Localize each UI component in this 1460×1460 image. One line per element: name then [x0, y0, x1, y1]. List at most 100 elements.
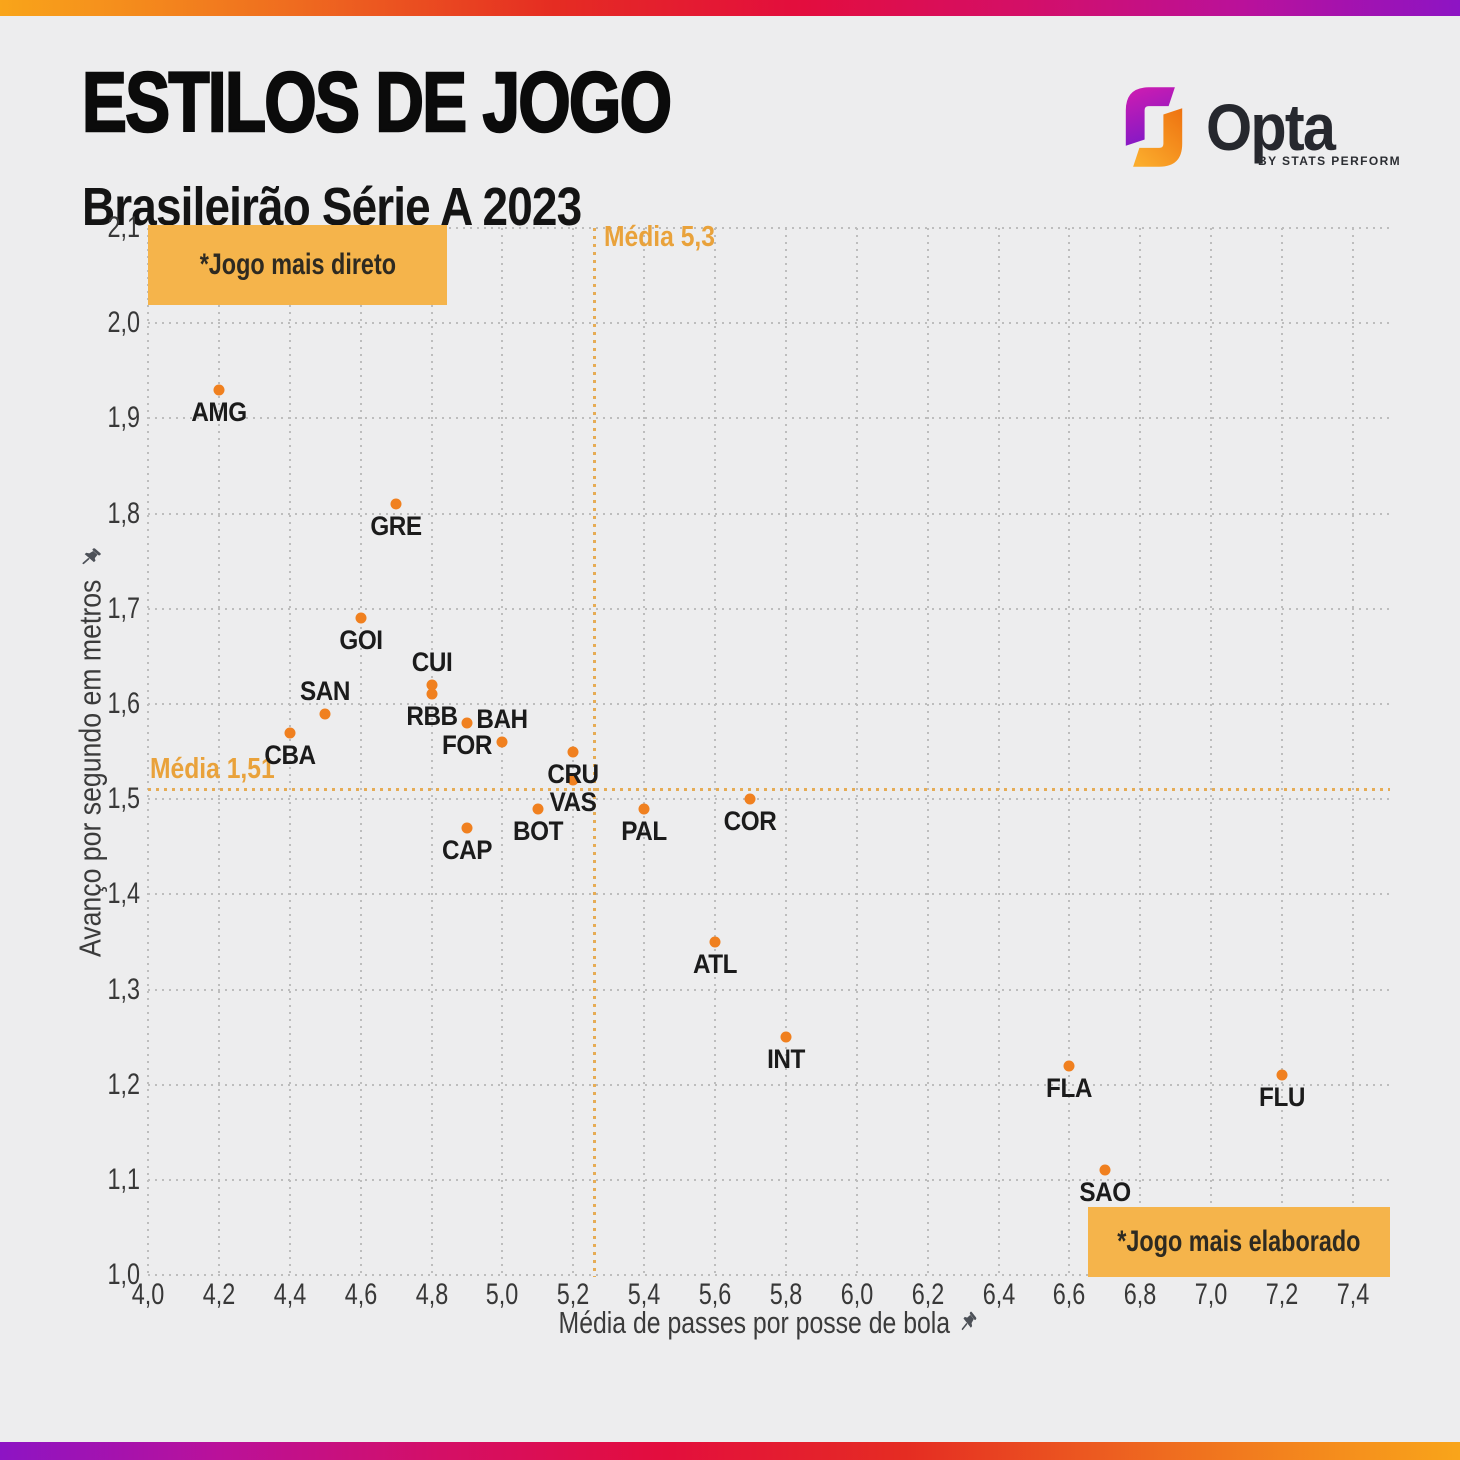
y-tick-label: 1,4 — [107, 877, 140, 911]
annotation-direct-label: *Jogo mais direto — [199, 248, 396, 281]
top-gradient-bar — [0, 0, 1460, 16]
y-tick-label: 1,5 — [107, 782, 140, 816]
x-tick-label: 5,8 — [769, 1278, 803, 1311]
data-point-pal — [638, 803, 650, 815]
y-tick-label: 1,6 — [107, 687, 140, 720]
x-tick-label: 5,4 — [627, 1278, 661, 1311]
horizontal-gridline — [148, 988, 1390, 991]
x-tick-label: 7,4 — [1336, 1278, 1370, 1311]
data-point-cap — [461, 822, 473, 834]
x-tick-label: 5,6 — [698, 1278, 732, 1311]
horizontal-gridline — [148, 512, 1390, 515]
data-point-label-cor: COR — [724, 806, 777, 837]
data-point-fla — [1063, 1060, 1075, 1072]
x-axis-title: Média de passes por posse de bola — [148, 1307, 1390, 1338]
data-point-label-pal: PAL — [621, 815, 667, 846]
data-point-bot — [532, 803, 544, 815]
data-point-cba — [284, 727, 296, 739]
data-point-label-amg: AMG — [191, 396, 247, 427]
data-point-label-san: SAN — [300, 675, 351, 706]
y-tick-label: 1,1 — [107, 1163, 140, 1196]
y-tick-label: 2,0 — [107, 306, 140, 340]
y-tick-label: 1,2 — [107, 1067, 140, 1101]
x-tick-label: 5,0 — [486, 1278, 519, 1311]
vertical-gridline — [1139, 228, 1142, 1277]
data-point-label-cui: CUI — [411, 646, 452, 677]
x-tick-label: 6,2 — [911, 1278, 944, 1311]
data-point-goi — [355, 612, 367, 624]
y-tick-label: 1,7 — [107, 591, 140, 625]
data-point-label-sao: SAO — [1079, 1177, 1131, 1208]
vertical-gridline — [1210, 228, 1213, 1277]
horizontal-gridline — [148, 1274, 1390, 1277]
data-point-sao — [1099, 1164, 1111, 1176]
data-point-label-cba: CBA — [264, 739, 316, 770]
data-point-amg — [213, 384, 225, 396]
vertical-gridline — [784, 228, 787, 1277]
data-point-cui — [426, 679, 438, 691]
opta-wordmark: Opta — [1206, 90, 1336, 164]
x-tick-label: 6,4 — [982, 1278, 1015, 1311]
mean-x-label: Média 5,3 — [603, 221, 715, 253]
data-point-label-int: INT — [767, 1044, 805, 1075]
y-axis-title-text: Avanço por segundo em metros — [72, 579, 108, 958]
data-point-atl — [709, 936, 721, 948]
x-tick-label: 4,0 — [131, 1278, 165, 1311]
x-tick-label: 6,0 — [840, 1278, 874, 1311]
vertical-gridline — [1281, 228, 1284, 1277]
annotation-box-elaborado: *Jogo mais elaborado — [1088, 1207, 1390, 1277]
x-tick-label: 4,2 — [202, 1278, 236, 1311]
pushpin-icon — [81, 548, 101, 565]
x-tick-label: 6,6 — [1053, 1278, 1086, 1311]
annotation-box-direct: *Jogo mais direto — [148, 225, 447, 305]
x-tick-label: 7,0 — [1194, 1278, 1228, 1311]
data-point-label-vas: VAS — [549, 787, 597, 818]
vertical-gridline — [926, 228, 929, 1277]
data-point-label-gre: GRE — [370, 511, 422, 542]
x-tick-label: 4,8 — [415, 1278, 448, 1311]
vertical-gridline — [430, 228, 433, 1277]
data-point-flu — [1276, 1069, 1288, 1081]
data-point-cru — [567, 746, 579, 758]
data-point-label-flu: FLU — [1259, 1082, 1306, 1113]
vertical-gridline — [714, 228, 717, 1277]
data-point-label-cap: CAP — [441, 834, 492, 865]
y-tick-label: 1,8 — [107, 496, 140, 530]
opta-byline: BY STATS PERFORM — [1258, 154, 1402, 168]
horizontal-gridline — [148, 798, 1390, 801]
data-point-label-rbb: RBB — [405, 701, 458, 732]
x-tick-label: 7,2 — [1265, 1278, 1299, 1311]
vertical-gridline — [855, 228, 858, 1277]
pushpin-icon — [962, 1311, 977, 1330]
y-tick-label: 1,9 — [107, 401, 140, 435]
bottom-gradient-bar — [0, 1442, 1460, 1460]
data-point-label-goi: GOI — [339, 625, 383, 656]
data-point-label-bot: BOT — [512, 815, 563, 846]
vertical-gridline — [217, 228, 220, 1277]
x-tick-label: 5,2 — [556, 1278, 590, 1311]
x-axis-title-text: Média de passes por posse de bola — [558, 1305, 951, 1340]
y-tick-label: 2,1 — [107, 211, 140, 244]
vertical-gridline — [288, 228, 291, 1277]
mean-y-label: Média 1,51 — [150, 752, 275, 785]
data-point-int — [780, 1031, 792, 1043]
x-tick-label: 4,4 — [273, 1278, 307, 1311]
horizontal-gridline — [148, 417, 1390, 420]
horizontal-gridline — [148, 322, 1390, 325]
vertical-gridline — [147, 228, 149, 1277]
page-title: ESTILOS DE JOGO — [81, 55, 673, 149]
vertical-gridline — [643, 228, 646, 1277]
data-point-label-bah: BAH — [476, 704, 529, 735]
annotation-elaborado-label: *Jogo mais elaborado — [1117, 1225, 1361, 1258]
mean-x-reference-line — [593, 228, 597, 1277]
horizontal-gridline — [148, 227, 1390, 229]
horizontal-gridline — [148, 607, 1390, 610]
vertical-gridline — [1351, 228, 1354, 1277]
data-point-label-fla: FLA — [1046, 1072, 1093, 1103]
vertical-gridline — [997, 228, 1000, 1277]
vertical-gridline — [1068, 228, 1071, 1277]
opta-logo: Opta BY STATS PERFORM — [1118, 80, 1402, 180]
data-point-cor — [744, 793, 756, 805]
mean-y-reference-line — [148, 788, 1390, 792]
